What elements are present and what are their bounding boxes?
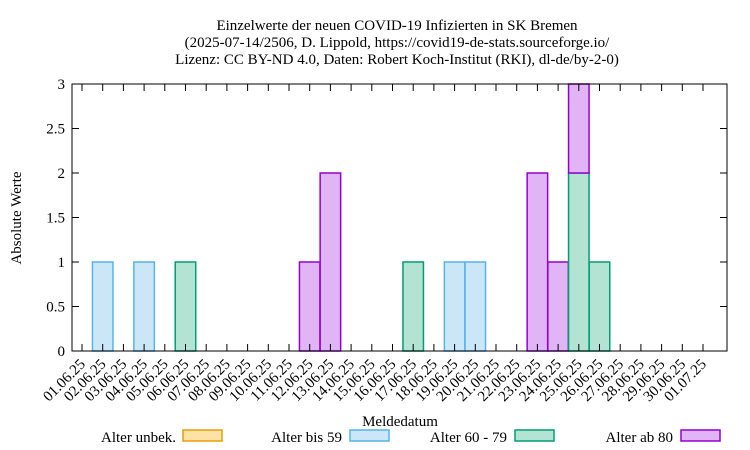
legend-swatch-2	[514, 429, 555, 442]
bar-3-22	[526, 172, 549, 352]
chart-title-line-3: Lizenz: CC BY-ND 4.0, Daten: Robert Koch…	[175, 52, 619, 68]
chart-title-line-2: (2025-07-14/2506, D. Lippold, https://co…	[185, 35, 610, 51]
plot-area: 00.511.522.5301.06.2502.06.2503.06.2504.…	[40, 77, 728, 405]
legend-swatch-0	[182, 429, 223, 442]
y-tick-label-1: 0.5	[46, 300, 65, 316]
y-tick-label-5: 2.5	[46, 122, 65, 138]
y-axis-label: Absolute Werte	[9, 171, 25, 264]
bar-2-25	[588, 261, 611, 352]
bar-3-24	[567, 83, 590, 174]
bar-2-5	[174, 261, 197, 352]
legend-swatch-1	[349, 429, 390, 442]
legend-label-1: Alter bis 59	[271, 430, 342, 446]
bar-3-11	[298, 261, 321, 352]
bar-1-19	[464, 261, 487, 352]
plot-frame	[71, 83, 728, 352]
bar-3-12	[319, 172, 342, 352]
y-tick-label-4: 2	[58, 166, 66, 182]
bar-1-3	[133, 261, 156, 352]
y-tick-label-0: 0	[58, 344, 66, 360]
x-axis-label: Meldedatum	[362, 414, 438, 430]
y-tick-label-3: 1.5	[46, 211, 65, 227]
bar-1-18	[443, 261, 466, 352]
bar-3-23	[547, 261, 570, 352]
bar-2-16	[402, 261, 425, 352]
bar-1-1	[91, 261, 114, 352]
y-tick-label-6: 3	[58, 77, 66, 93]
chart-title-line-1: Einzelwerte der neuen COVID-19 Infiziert…	[216, 18, 578, 34]
legend-label-0: Alter unbek.	[101, 430, 176, 446]
legend-label-3: Alter ab 80	[606, 430, 673, 446]
legend: Alter unbek. Alter bis 59 Alter 60 - 79 Alt…	[101, 429, 721, 446]
y-tick-label-2: 1	[58, 255, 66, 271]
legend-swatch-3	[680, 429, 721, 442]
bar-2-24	[567, 172, 590, 352]
legend-label-2: Alter 60 - 79	[430, 430, 507, 446]
